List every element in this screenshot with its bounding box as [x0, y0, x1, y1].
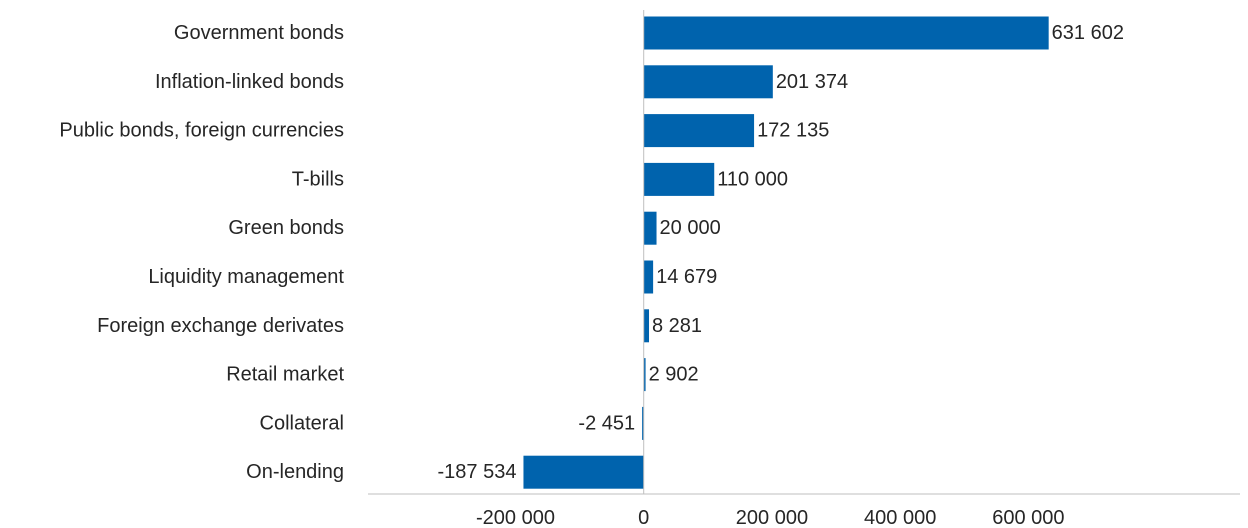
bar-7	[643, 358, 646, 392]
bar-4	[643, 211, 657, 245]
value-label: 2 902	[649, 364, 699, 386]
bar-2	[643, 114, 755, 148]
value-label: 8 281	[652, 315, 702, 337]
value-label: -2 451	[578, 412, 635, 434]
value-label: -187 534	[437, 461, 516, 483]
category-label: Collateral	[260, 412, 344, 434]
value-labels: 631 602 201 374 172 135 110 000 20 000 14 679…	[437, 22, 1123, 483]
bar-6	[643, 309, 650, 343]
value-label: 20 000	[660, 217, 721, 239]
category-label: On-lending	[246, 461, 344, 483]
category-label: Retail market	[226, 364, 344, 386]
x-axis-ticks: -200 000 0 200 000 400 000 600 000	[476, 507, 1065, 528]
x-tick-label: 200 000	[736, 507, 808, 528]
category-label: Public bonds, foreign currencies	[59, 120, 344, 142]
value-label: 14 679	[656, 266, 717, 288]
category-labels: Government bonds Inflation-linked bonds Pu…	[59, 22, 344, 483]
category-label: Liquidity management	[148, 266, 344, 288]
bar-3	[643, 162, 715, 196]
bars-group	[523, 16, 1049, 489]
category-label: Green bonds	[228, 217, 344, 239]
value-label: 172 135	[757, 120, 829, 142]
bar-5	[643, 260, 654, 294]
x-tick-label: 600 000	[992, 507, 1064, 528]
category-label: T-bills	[292, 168, 344, 190]
value-label: 201 374	[776, 71, 848, 93]
bar-1	[643, 65, 773, 99]
category-label: Government bonds	[174, 22, 344, 44]
category-label: Foreign exchange derivates	[97, 315, 344, 337]
value-label: 110 000	[717, 168, 788, 190]
category-label: Inflation-linked bonds	[155, 71, 344, 93]
bar-8	[642, 406, 644, 440]
bar-9	[523, 455, 644, 489]
bar-0	[643, 16, 1049, 50]
x-tick-label: 400 000	[864, 507, 936, 528]
x-tick-label: 0	[638, 507, 649, 528]
x-tick-label: -200 000	[476, 507, 555, 528]
value-label: 631 602	[1052, 22, 1124, 44]
